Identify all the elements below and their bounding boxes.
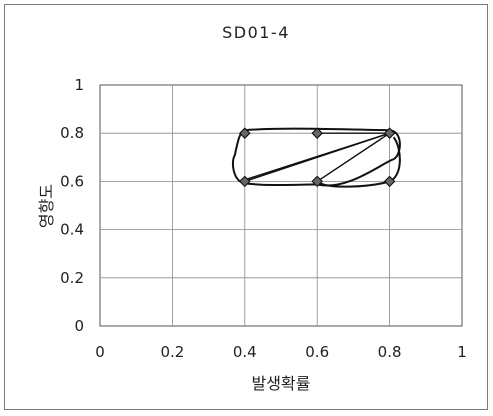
plot-area [99,84,463,327]
y-tick-label: 1 [74,76,84,94]
data-point-marker [311,127,323,139]
x-tick-labels: 0 0.2 0.4 0.6 0.8 1 [95,343,467,361]
y-tick-label: 0 [74,317,84,335]
y-tick-label: 0.4 [60,221,84,239]
data-points [239,127,396,188]
data-point-marker [311,175,323,188]
grid-lines [100,85,462,326]
data-point-marker [383,127,396,139]
data-point-marker [239,127,251,139]
chart-frame [4,4,488,410]
connection-line [316,132,390,182]
y-tick-label: 0.8 [60,124,84,142]
data-point-marker [383,175,396,188]
data-point-marker [239,175,251,188]
y-tick-label: 0.2 [60,269,84,287]
x-tick-label: 1 [457,343,467,361]
connection-line [244,133,386,181]
y-axis-title: 영향도 [37,184,56,228]
x-tick-label: 0.4 [233,343,257,361]
x-tick-label: 0 [95,343,105,361]
x-axis-title: 발생확률 [252,374,311,393]
y-tick-labels: 0 0.2 0.4 0.6 0.8 1 [60,76,84,335]
x-tick-label: 0.6 [305,343,329,361]
x-tick-label: 0.2 [160,343,184,361]
x-tick-label: 0.8 [378,343,402,361]
y-tick-label: 0.6 [60,172,84,190]
connection-lines [244,132,390,183]
outer-loop [231,127,401,187]
chart-title: SD01-4 [222,23,290,42]
